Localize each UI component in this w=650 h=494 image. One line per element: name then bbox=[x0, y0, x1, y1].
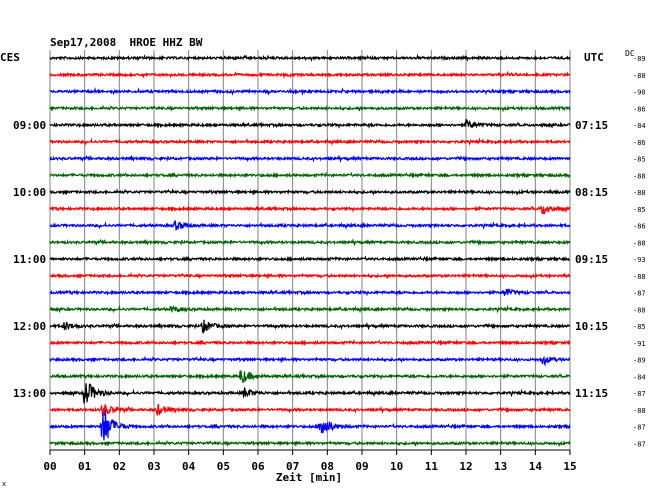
right-time-label: 09:15 bbox=[575, 253, 608, 266]
x-tick-label: 03 bbox=[147, 460, 160, 473]
dc-offset-label: -84 bbox=[633, 122, 646, 130]
trace-row-7 bbox=[49, 171, 571, 179]
dc-offset-label: -88 bbox=[633, 273, 646, 281]
dc-offset-label: -90 bbox=[633, 89, 646, 97]
trace-row-19 bbox=[49, 370, 571, 383]
trace-row-13 bbox=[49, 271, 571, 280]
left-time-label: 09:00 bbox=[13, 119, 46, 132]
trace-row-23 bbox=[49, 439, 571, 448]
trace-group bbox=[49, 53, 571, 448]
trace-row-0 bbox=[49, 53, 571, 62]
dc-offset-label: -88 bbox=[633, 407, 646, 415]
x-tick-label: 10 bbox=[390, 460, 403, 473]
x-tick-label: 06 bbox=[251, 460, 265, 473]
axis-labels-group: 00 01 02 03 04 05 06 07 08 09 10 11 12 13 14 15 -89 -88 -9… bbox=[13, 55, 646, 473]
right-time-label: 10:15 bbox=[575, 320, 608, 333]
x-tick-label: 14 bbox=[529, 460, 543, 473]
dc-offset-label: -88 bbox=[633, 239, 646, 247]
left-time-label: 10:00 bbox=[13, 186, 46, 199]
trace-row-11 bbox=[49, 238, 571, 247]
dc-offset-label: -85 bbox=[633, 323, 646, 331]
chart-title: Sep17,2008 HROE HHZ BW bbox=[50, 36, 203, 49]
x-tick-label: 15 bbox=[563, 460, 576, 473]
trace-row-5 bbox=[49, 137, 571, 146]
dc-offset-label: -86 bbox=[633, 139, 646, 147]
right-time-label: 11:15 bbox=[575, 387, 608, 400]
trace-row-21 bbox=[49, 403, 571, 418]
trace-row-3 bbox=[49, 104, 571, 113]
dc-offset-label: -91 bbox=[633, 340, 646, 348]
x-tick-label: 08 bbox=[321, 460, 334, 473]
left-time-label: 13:00 bbox=[13, 387, 46, 400]
trace-row-15 bbox=[49, 304, 571, 314]
dc-offset-label: -86 bbox=[633, 223, 646, 231]
right-time-label: 08:15 bbox=[575, 186, 608, 199]
trace-row-6 bbox=[49, 154, 571, 163]
x-tick-label: 09 bbox=[355, 460, 368, 473]
trace-row-14 bbox=[49, 288, 571, 297]
dc-offset-label: -87 bbox=[633, 390, 646, 398]
dc-offset-label: -87 bbox=[633, 290, 646, 298]
dc-offset-label: -89 bbox=[633, 357, 646, 365]
trace-row-17 bbox=[49, 338, 571, 347]
time-gridlines bbox=[49, 50, 571, 450]
dc-offset-label: -86 bbox=[633, 105, 646, 113]
x-axis-title: Zeit [min] bbox=[276, 471, 342, 484]
trace-row-20 bbox=[49, 383, 571, 404]
x-tick-label: 12 bbox=[459, 460, 472, 473]
trace-row-2 bbox=[49, 86, 571, 97]
left-time-label: 11:00 bbox=[13, 253, 46, 266]
trace-row-9 bbox=[49, 204, 571, 215]
trace-row-10 bbox=[49, 220, 571, 231]
trace-row-4 bbox=[49, 119, 571, 130]
x-tick-label: 01 bbox=[78, 460, 92, 473]
trace-row-8 bbox=[49, 187, 571, 196]
trace-row-18 bbox=[49, 355, 571, 367]
trace-row-22 bbox=[49, 410, 571, 441]
dc-offset-label: -88 bbox=[633, 172, 646, 180]
dc-offset-label: -87 bbox=[633, 424, 646, 432]
x-tick-label: 11 bbox=[425, 460, 439, 473]
dc-header-label: DC bbox=[625, 49, 635, 58]
dc-offset-label: -93 bbox=[633, 256, 646, 264]
dc-offset-label: -85 bbox=[633, 206, 646, 214]
dc-offset-label: -88 bbox=[633, 72, 646, 80]
x-tick-label: 00 bbox=[43, 460, 56, 473]
right-time-label: 07:15 bbox=[575, 119, 608, 132]
right-timezone-label: UTC bbox=[584, 51, 604, 64]
left-time-label: 12:00 bbox=[13, 320, 46, 333]
dc-offset-label: -88 bbox=[633, 189, 646, 197]
trace-row-16 bbox=[49, 319, 571, 334]
corner-mark: x bbox=[2, 480, 6, 488]
x-tick-label: 13 bbox=[494, 460, 507, 473]
trace-row-12 bbox=[49, 255, 571, 263]
dc-offset-label: -87 bbox=[633, 440, 646, 448]
x-tick-label: 02 bbox=[113, 460, 126, 473]
x-tick-label: 04 bbox=[182, 460, 196, 473]
dc-offset-label: -84 bbox=[633, 373, 646, 381]
x-tick-label: 05 bbox=[217, 460, 230, 473]
x-tick-label: 07 bbox=[286, 460, 299, 473]
trace-row-1 bbox=[49, 70, 571, 79]
dc-offset-label: -88 bbox=[633, 306, 646, 314]
dc-offset-label: -85 bbox=[633, 156, 646, 164]
left-timezone-label: CES bbox=[0, 51, 20, 64]
dc-offset-label: -89 bbox=[633, 55, 646, 63]
